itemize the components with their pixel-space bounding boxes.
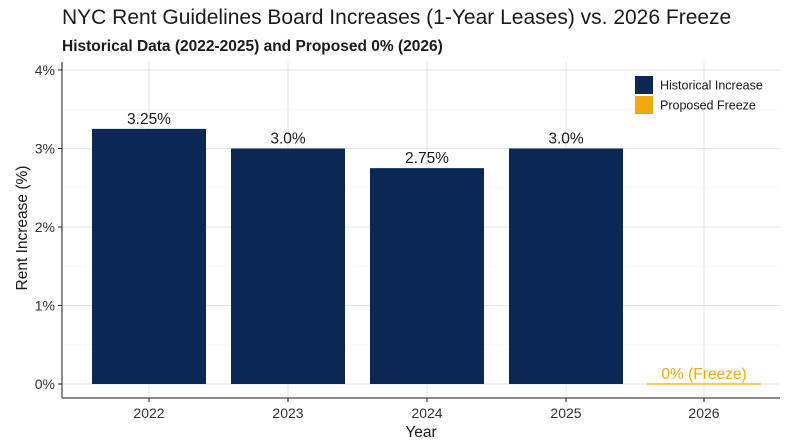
bar-2022 <box>92 128 206 384</box>
data-label-2025: 3.0% <box>548 131 584 148</box>
data-labels: 3.25% 3.0% 2.75% 3.0% 0% (Freeze) <box>127 111 747 383</box>
x-axis-title: Year <box>405 424 436 441</box>
bar-2023 <box>231 148 345 384</box>
x-tick-label: 2026 <box>688 405 719 421</box>
bar-2024 <box>370 168 484 384</box>
y-tick-label: 0% <box>35 376 55 392</box>
chart-title: NYC Rent Guidelines Board Increases (1-Y… <box>62 6 732 29</box>
data-label-2022: 3.25% <box>127 111 171 128</box>
data-label-2023: 3.0% <box>270 131 306 148</box>
legend-swatch <box>635 76 653 94</box>
x-tick-label: 2024 <box>411 405 442 421</box>
legend-label: Proposed Freeze <box>660 99 756 113</box>
bar-2025 <box>509 148 623 384</box>
x-tick-label: 2022 <box>133 405 164 421</box>
x-tick-label: 2023 <box>272 405 303 421</box>
legend-swatch <box>635 96 653 114</box>
x-tick-label: 2025 <box>550 405 581 421</box>
axes <box>61 62 780 399</box>
chart-subtitle: Historical Data (2022-2025) and Proposed… <box>62 38 443 55</box>
data-label-2026: 0% (Freeze) <box>661 366 746 383</box>
y-axis-title: Rent Increase (%) <box>14 166 31 291</box>
y-tick-label: 4% <box>35 62 55 78</box>
y-tick-label: 2% <box>35 219 55 235</box>
legend-label: Historical Increase <box>660 79 763 93</box>
data-label-2024: 2.75% <box>405 150 449 167</box>
y-tick-label: 3% <box>35 141 55 157</box>
bars <box>92 128 761 385</box>
y-tick-label: 1% <box>35 298 55 314</box>
tick-labels: 0% 1% 2% 3% 4% 2022 2023 2024 2025 2026 <box>35 62 720 421</box>
legend: Historical Increase Proposed Freeze <box>635 76 763 114</box>
